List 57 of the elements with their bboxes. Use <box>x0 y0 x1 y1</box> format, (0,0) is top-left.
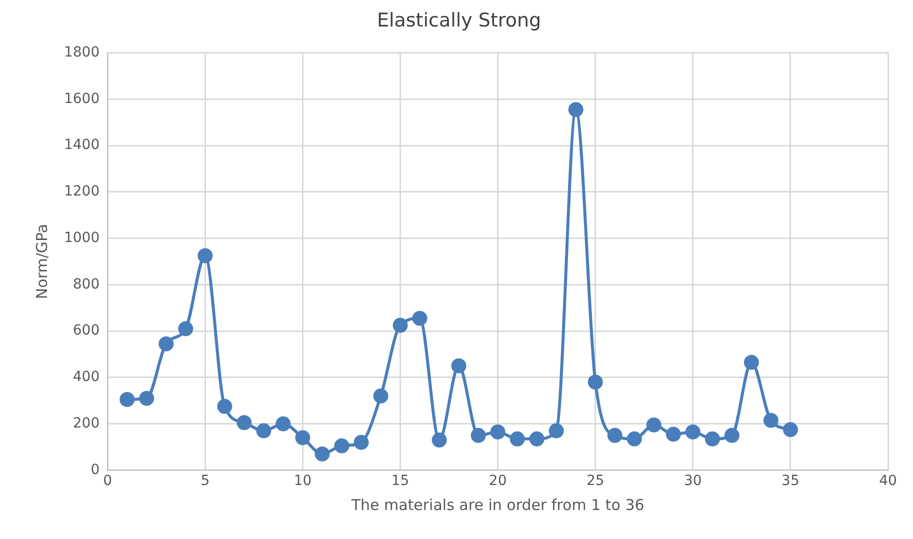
x-tick-label: 15 <box>391 473 410 490</box>
point <box>626 431 642 446</box>
x-axis-title: The materials are in order from 1 to 36 <box>350 496 644 514</box>
point <box>548 423 564 438</box>
x-tick-label: 5 <box>200 473 210 490</box>
y-tick-label: 1600 <box>64 90 100 107</box>
point <box>314 446 330 462</box>
point <box>373 388 388 404</box>
y-tick-label: 200 <box>72 415 100 432</box>
point <box>295 430 310 446</box>
y-tick-label: 600 <box>72 322 100 339</box>
x-tick-label: 30 <box>684 473 702 490</box>
y-axis-title: Norm/GPa <box>32 224 51 300</box>
y-tick-label: 1200 <box>64 184 100 200</box>
point <box>490 424 506 440</box>
y-tick-label: 800 <box>72 276 100 292</box>
point <box>782 422 798 438</box>
point <box>704 431 720 446</box>
point <box>666 426 681 442</box>
point <box>744 354 759 370</box>
point <box>158 336 174 352</box>
point <box>588 374 603 390</box>
point <box>178 321 194 336</box>
x-tick-label: 25 <box>586 473 604 490</box>
y-tick-label: 0 <box>90 462 100 478</box>
y-tick-label: 1400 <box>64 137 100 154</box>
point <box>470 428 486 443</box>
x-tick-label: 35 <box>782 473 800 490</box>
point <box>139 390 154 406</box>
point <box>256 423 272 438</box>
point <box>120 392 135 407</box>
x-tick-label: 0 <box>103 473 112 490</box>
point <box>236 415 252 430</box>
point <box>685 424 700 440</box>
point <box>354 434 369 450</box>
point <box>217 398 232 414</box>
point <box>334 438 350 454</box>
point <box>276 416 291 432</box>
x-tick-label: 10 <box>294 473 312 490</box>
point <box>646 417 662 432</box>
y-tick-label: 400 <box>72 369 100 386</box>
x-tick-label: 40 <box>879 473 897 490</box>
point <box>432 432 447 448</box>
point <box>392 318 408 333</box>
point <box>198 248 213 264</box>
point <box>412 310 428 326</box>
point <box>763 412 778 428</box>
point <box>568 102 584 118</box>
point <box>607 428 622 443</box>
point <box>451 358 466 374</box>
point <box>724 428 740 443</box>
x-tick-label: 20 <box>488 473 507 490</box>
y-tick-label: 1800 <box>64 44 100 60</box>
point <box>510 431 525 446</box>
y-tick-label: 1000 <box>64 230 100 246</box>
chart-title: Elastically Strong <box>376 9 542 32</box>
point <box>529 431 544 446</box>
